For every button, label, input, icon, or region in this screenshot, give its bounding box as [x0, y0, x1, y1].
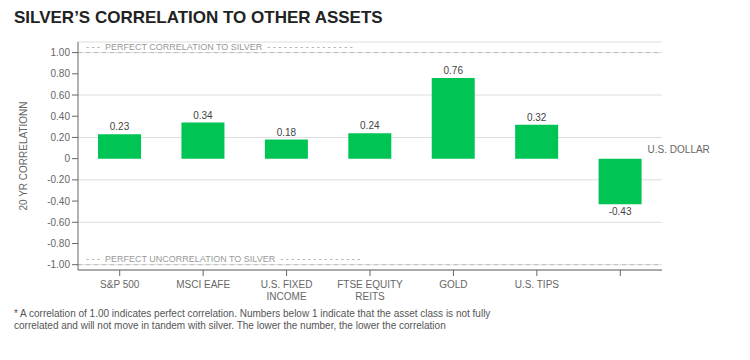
svg-text:0.76: 0.76 [444, 65, 464, 76]
svg-text:0.60: 0.60 [51, 90, 71, 101]
svg-text:-0.40: -0.40 [47, 196, 70, 207]
svg-text:U.S. DOLLAR: U.S. DOLLAR [648, 144, 710, 155]
svg-text:-0.20: -0.20 [47, 174, 70, 185]
svg-text:U.S. FIXEDINCOME: U.S. FIXEDINCOME [261, 279, 313, 302]
svg-text:- - - PERFECT CORRELATION TO: - - - PERFECT CORRELATION TO SILVER - - … [86, 42, 353, 52]
svg-text:MSCI EAFE: MSCI EAFE [176, 279, 230, 290]
svg-text:U.S. TIPS: U.S. TIPS [515, 279, 560, 290]
svg-text:-0.80: -0.80 [47, 238, 70, 249]
svg-text:GOLD: GOLD [439, 279, 467, 290]
svg-text:S&P 500: S&P 500 [100, 279, 140, 290]
svg-text:-1.00: -1.00 [47, 259, 70, 270]
html-text:SILVER’S CORRELATION TO OTHER: SILVER’S CORRELATION TO OTHER ASSETS [14, 8, 383, 27]
svg-text:1.00: 1.00 [51, 47, 71, 58]
svg-text:FTSE EQUITYREITS: FTSE EQUITYREITS [337, 279, 403, 302]
svg-text:20 YR CORRELATIONN: 20 YR CORRELATIONN [18, 101, 29, 210]
svg-text:0.24: 0.24 [360, 120, 380, 131]
svg-text:- - - PERFECT UNCORRELATION T: - - - PERFECT UNCORRELATION TO SILVER - … [86, 254, 360, 264]
svg-text:-0.60: -0.60 [47, 217, 70, 228]
svg-text:0.34: 0.34 [193, 110, 213, 121]
svg-text:-0.43: -0.43 [609, 206, 632, 217]
svg-text:0: 0 [64, 153, 70, 164]
svg-text:0.18: 0.18 [277, 127, 297, 138]
svg-text:0.32: 0.32 [527, 112, 547, 123]
svg-text:0.20: 0.20 [51, 132, 71, 143]
html-text:* A correlation of 1.00 indica: * A correlation of 1.00 indicates perfec… [14, 308, 491, 331]
svg-text:0.40: 0.40 [51, 111, 71, 122]
svg-text:0.80: 0.80 [51, 68, 71, 79]
svg-text:0.23: 0.23 [110, 121, 130, 132]
